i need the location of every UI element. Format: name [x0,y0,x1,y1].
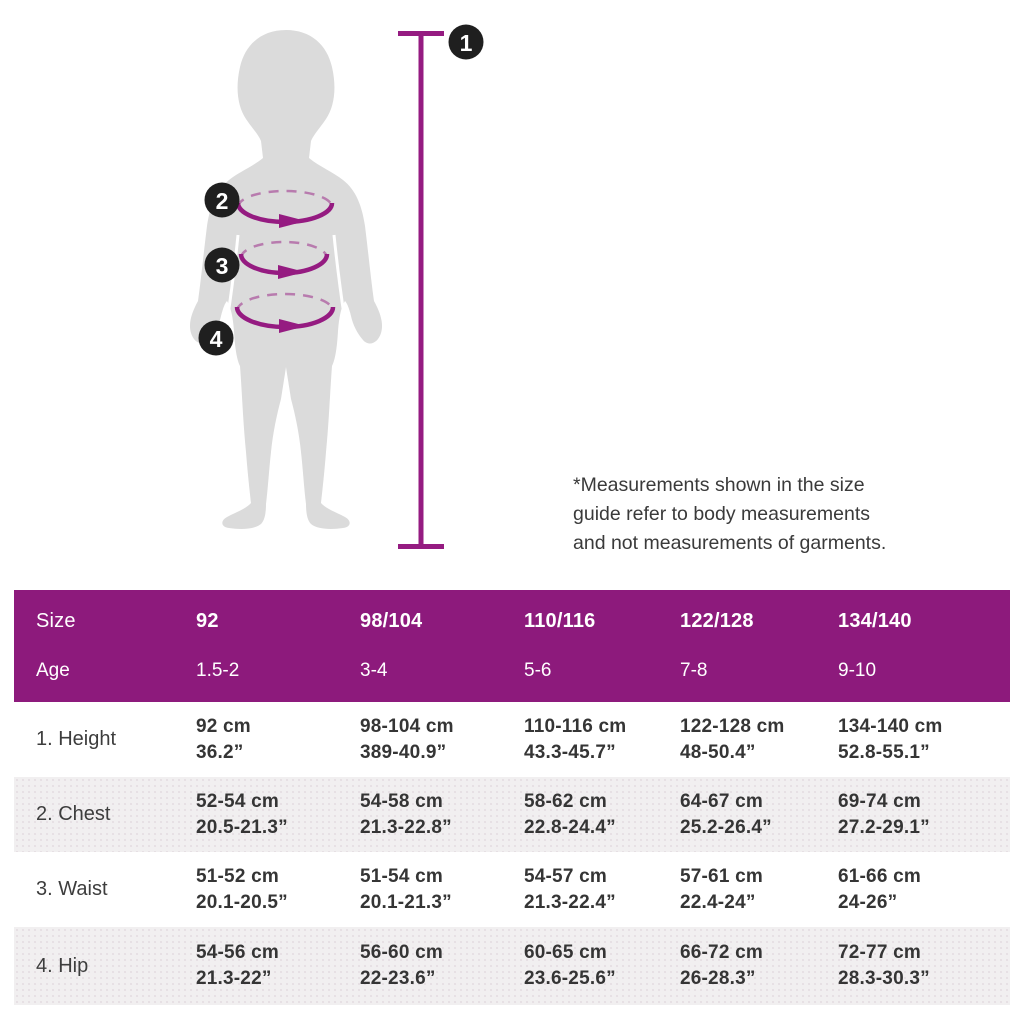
height-122-128: 122-128 cm 48-50.4” [680,715,785,763]
row-label-chest: 2. Chest [36,803,111,825]
hip-134-140: 72-77 cm 28.3-30.3” [838,942,930,989]
header-age-row: Age 1.5-2 3-4 5-6 7-8 9-10 [14,646,1010,696]
waist-98-104: 51-54 cm 20.1-21.3” [360,865,452,913]
header-size-92: 92 [196,609,219,632]
marker-badge-2-number: 2 [216,188,229,214]
note-line: *Measurements shown in the size [573,474,865,496]
header-age-2: 3-4 [360,660,388,681]
child-silhouette [189,30,383,529]
chest-110-116: 58-62 cm 22.8-24.4” [524,790,616,838]
note-line: guide refer to body measurements [573,503,870,525]
hip-measure-ring [234,292,336,333]
marker-badge-2: 2 [204,182,240,218]
row-label-waist: 3. Waist [36,878,108,900]
header-age-4: 7-8 [680,660,708,681]
height-98-104: 98-104 cm 389-40.9” [360,715,454,763]
header-age-3: 5-6 [524,660,552,681]
size-table: Size 92 98/104 110/116 122/128 134/140 A… [14,590,1010,1005]
measurement-note: *Measurements shown in the size guide re… [573,471,886,558]
marker-badge-1-number: 1 [460,30,473,56]
marker-badge-4-number: 4 [210,326,223,352]
hip-arrow-icon [279,319,306,333]
chest-122-128: 64-67 cm 25.2-26.4” [680,790,772,838]
table-row-height: 1. Height 92 cm 36.2” 98-104 cm 389-40.9… [14,702,1010,777]
chest-arrow-icon [279,214,306,228]
silhouette-slit-right [332,234,347,323]
height-134-140: 134-140 cm 52.8-55.1” [838,715,943,763]
body-measurement-diagram: 1 2 3 4 [189,24,484,549]
hip-92: 54-56 cm 21.3-22” [196,942,279,989]
height-110-116: 110-116 cm 43.3-45.7” [524,715,627,763]
header-age-label: Age [36,660,70,681]
marker-badge-4: 4 [198,320,234,356]
waist-110-116: 54-57 cm 21.3-22.4” [524,865,616,913]
waist-arrow-icon [278,265,305,279]
hip-110-116: 60-65 cm 23.6-25.6” [524,942,616,989]
silhouette-slit-left [225,234,240,323]
marker-badge-3-number: 3 [216,253,229,279]
note-line: and not measurements of garments. [573,532,887,554]
chest-measure-ring [235,189,335,228]
row-label-height: 1. Height [36,728,117,750]
marker-badge-1: 1 [448,24,484,60]
chest-134-140: 69-74 cm 27.2-29.1” [838,790,930,838]
header-size-110-116: 110/116 [524,609,596,632]
header-age-1: 1.5-2 [196,660,240,681]
chest-98-104: 54-58 cm 21.3-22.8” [360,790,452,838]
header-size-98-104: 98/104 [360,609,423,632]
header-size-122-128: 122/128 [680,609,754,632]
waist-122-128: 57-61 cm 22.4-24” [680,865,763,913]
chest-92: 52-54 cm 20.5-21.3” [196,790,288,838]
header-size-row: Size 92 98/104 110/116 122/128 134/140 [14,596,1010,646]
hip-98-104: 56-60 cm 22-23.6” [360,942,443,989]
table-row-hip: 4. Hip 54-56 cm 21.3-22” 56-60 cm 22-23.… [14,927,1010,1005]
hip-122-128: 66-72 cm 26-28.3” [680,942,763,989]
header-size-label: Size [36,609,76,632]
height-measure-line [398,31,444,549]
header-age-5: 9-10 [838,660,877,681]
waist-134-140: 61-66 cm 24-26” [838,865,921,913]
height-92: 92 cm 36.2” [196,715,251,763]
size-table-header: Size 92 98/104 110/116 122/128 134/140 A… [14,590,1010,702]
waist-measure-ring [238,240,330,279]
table-row-chest: 2. Chest 52-54 cm 20.5-21.3” 54-58 cm 21… [14,777,1010,852]
header-size-134-140: 134/140 [838,609,912,632]
row-label-hip: 4. Hip [36,954,89,977]
waist-92: 51-52 cm 20.1-20.5” [196,865,288,913]
marker-badge-3: 3 [204,247,240,283]
table-row-waist: 3. Waist 51-52 cm 20.1-20.5” 51-54 cm 20… [14,852,1010,927]
